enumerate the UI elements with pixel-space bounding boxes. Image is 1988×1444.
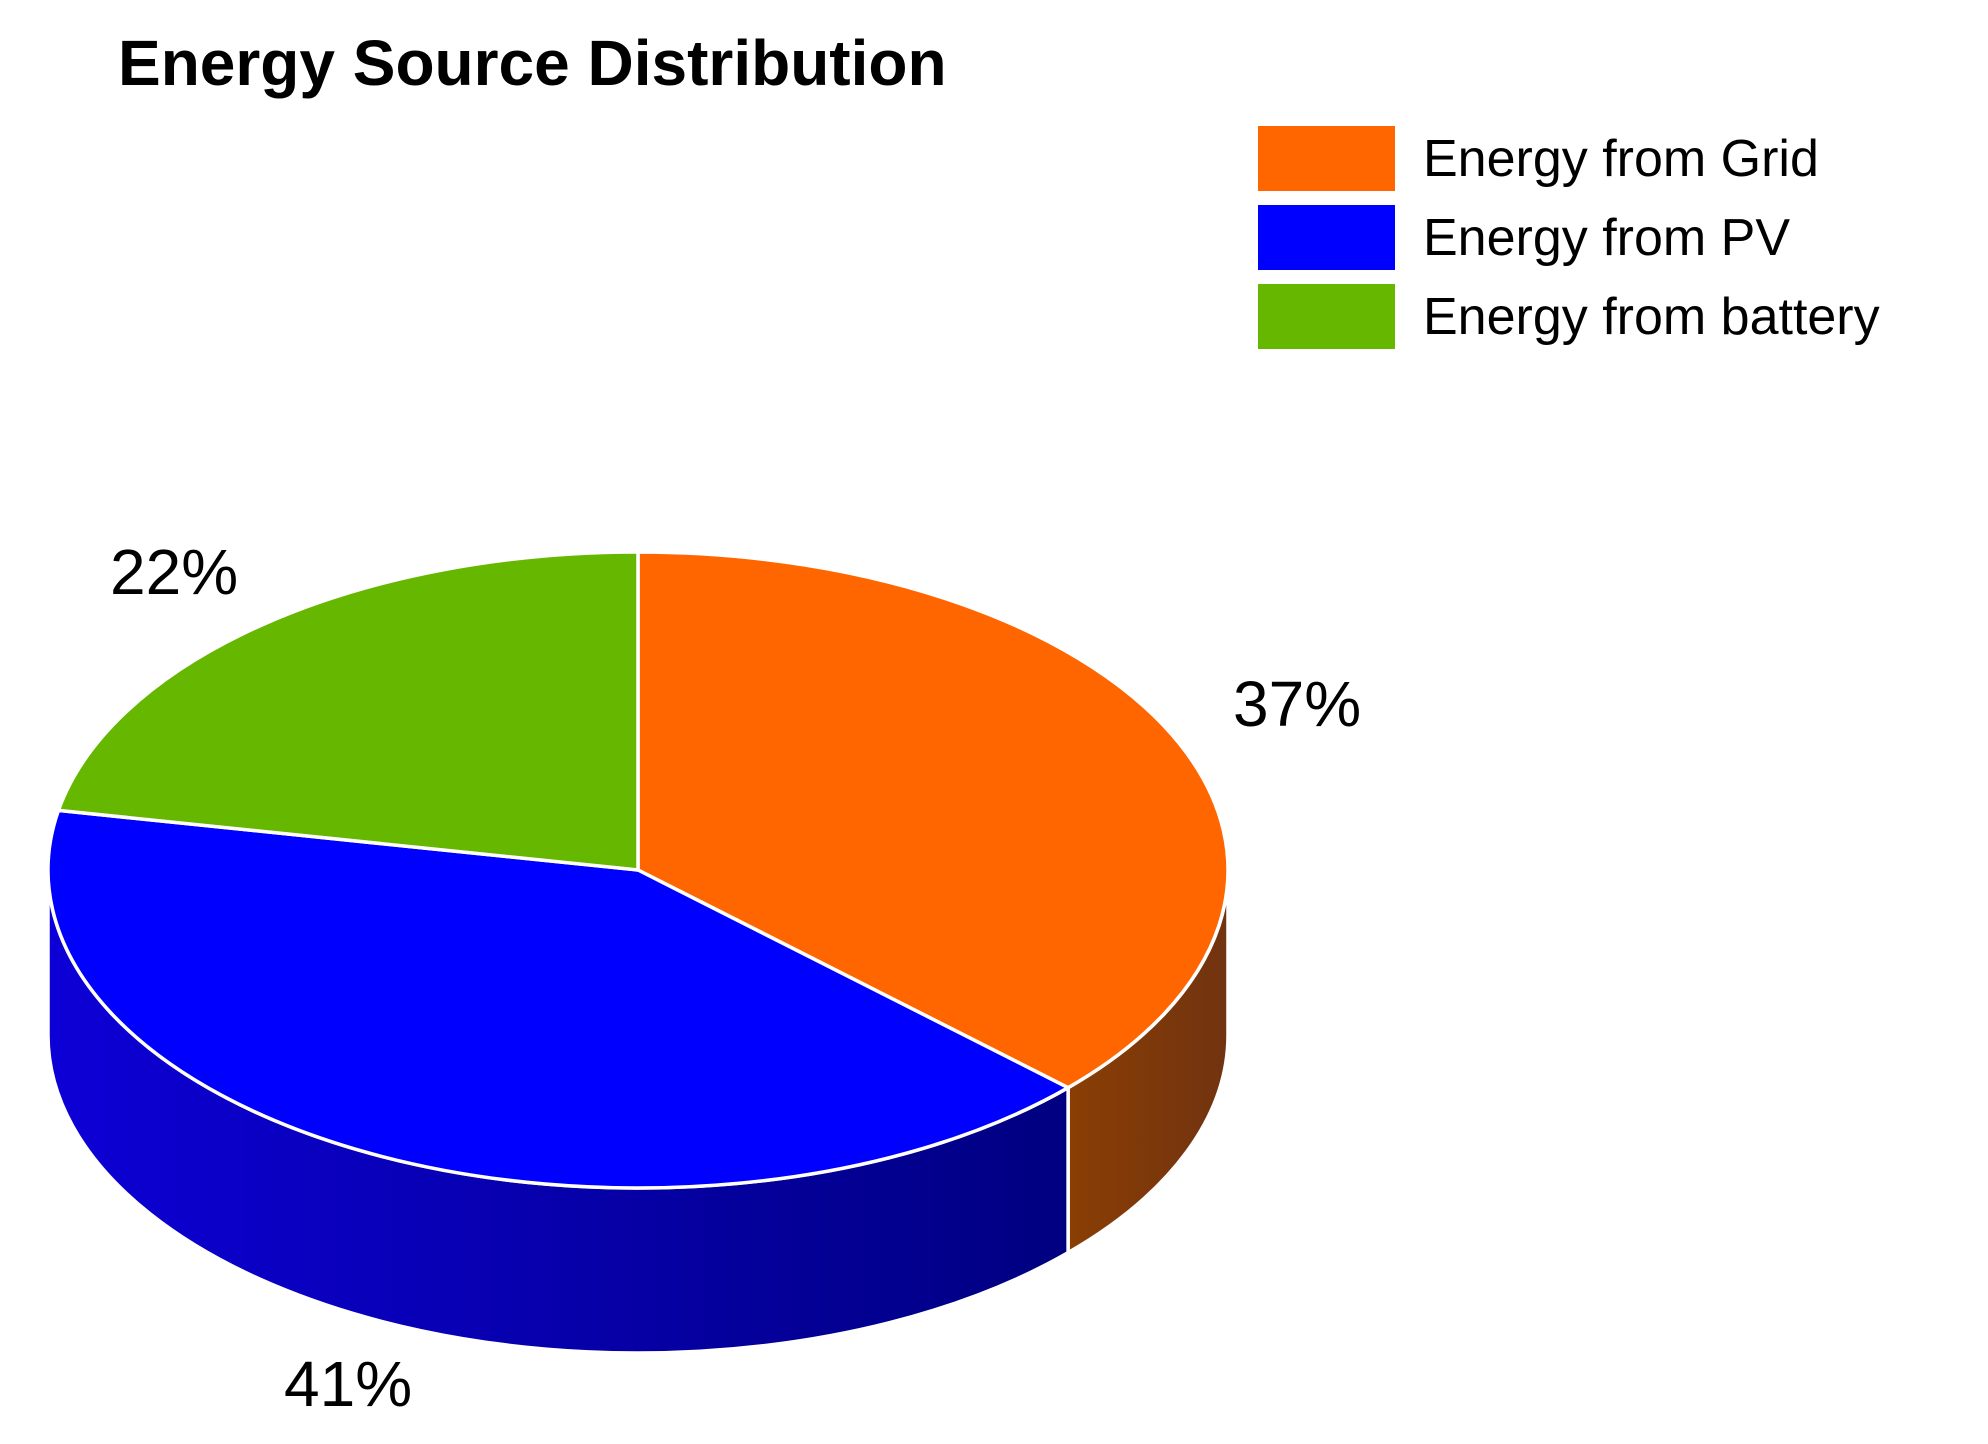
legend-item-grid: Energy from Grid: [1258, 126, 1880, 191]
legend-label-grid: Energy from Grid: [1423, 129, 1819, 188]
percent-label-pv: 41%: [284, 1348, 413, 1420]
legend-item-battery: Energy from battery: [1258, 284, 1880, 349]
legend-label-pv: Energy from PV: [1423, 208, 1791, 267]
legend: Energy from Grid Energy from PV Energy f…: [1258, 126, 1880, 363]
legend-swatch-battery: [1258, 284, 1395, 349]
chart-title: Energy Source Distribution: [118, 27, 947, 99]
legend-item-pv: Energy from PV: [1258, 205, 1880, 270]
pie-slice-pv-top: [46, 808, 1070, 1190]
pie-slice-battery-top: [56, 550, 640, 872]
legend-swatch-grid: [1258, 126, 1395, 191]
legend-swatch-pv: [1258, 205, 1395, 270]
legend-label-battery: Energy from battery: [1423, 287, 1880, 346]
percent-label-grid: 37%: [1233, 668, 1362, 740]
percent-label-battery: 22%: [110, 536, 239, 608]
pie-slice-grid-top: [636, 550, 1230, 1090]
